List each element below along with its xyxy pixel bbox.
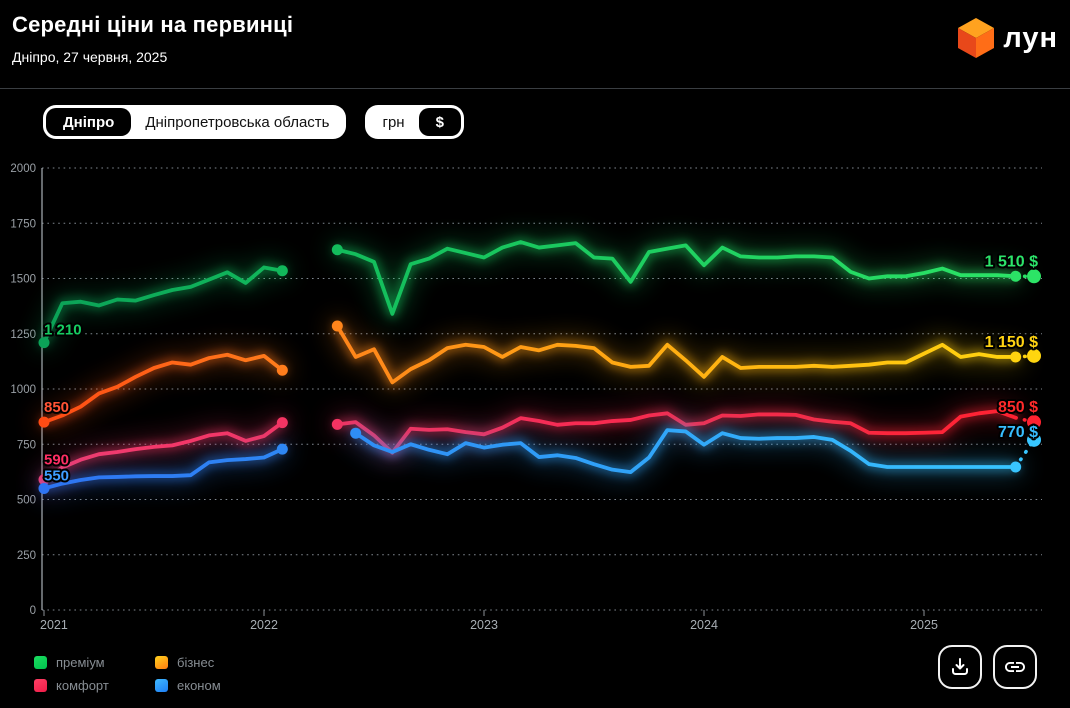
download-button[interactable] xyxy=(938,645,982,689)
svg-text:1 210: 1 210 xyxy=(44,322,82,339)
comfort-swatch-icon xyxy=(34,679,47,692)
svg-text:2023: 2023 xyxy=(470,618,498,632)
location-option-city[interactable]: Дніпро xyxy=(46,108,132,136)
svg-text:1 150 $: 1 150 $ xyxy=(985,334,1038,351)
svg-text:850 $: 850 $ xyxy=(998,399,1038,416)
econom-swatch-icon xyxy=(155,679,168,692)
svg-text:590: 590 xyxy=(44,452,69,469)
svg-text:2024: 2024 xyxy=(690,618,718,632)
price-chart[interactable]: 0 250 500 750 1000 1250 1500 1750 2000 2021 2022 20… xyxy=(0,150,1070,645)
currency-option-usd[interactable]: $ xyxy=(418,108,461,136)
svg-text:770 $: 770 $ xyxy=(998,424,1038,441)
svg-text:250: 250 xyxy=(17,550,36,562)
series-бізнес xyxy=(36,318,1041,430)
svg-text:1 510 $: 1 510 $ xyxy=(985,253,1038,270)
copy-link-button[interactable] xyxy=(993,645,1037,689)
header-divider xyxy=(0,88,1070,89)
svg-text:750: 750 xyxy=(17,439,36,451)
legend-item-econom: економ xyxy=(155,674,221,697)
business-swatch-icon xyxy=(155,656,168,669)
premium-swatch-icon xyxy=(34,656,47,669)
controls-row: Дніпро Дніпропетровська область грн $ xyxy=(43,105,464,139)
svg-text:2000: 2000 xyxy=(10,163,36,175)
svg-text:1250: 1250 xyxy=(10,329,36,341)
svg-text:1500: 1500 xyxy=(10,274,36,286)
lun-cube-icon xyxy=(958,18,995,58)
link-icon xyxy=(1005,662,1025,672)
legend-item-premium: преміум xyxy=(34,651,155,674)
legend-label-comfort: комфорт xyxy=(56,678,109,693)
value-labels: 1 210 1 510 $ 850 1 150 $ 590 850 $ 550 770 $ xyxy=(42,251,1040,486)
download-icon xyxy=(952,658,968,675)
series-економ xyxy=(36,422,1041,496)
legend-label-premium: преміум xyxy=(56,655,105,670)
svg-text:500: 500 xyxy=(17,495,36,507)
svg-text:1000: 1000 xyxy=(10,384,36,396)
legend-label-business: бізнес xyxy=(177,655,215,670)
chart-legend: преміум бізнес комфорт економ xyxy=(34,651,221,697)
page-subtitle: Дніпро, 27 червня, 2025 xyxy=(12,49,168,65)
svg-text:2025: 2025 xyxy=(910,618,938,632)
currency-toggle: грн $ xyxy=(365,105,464,139)
svg-text:2021: 2021 xyxy=(40,618,68,632)
chart-actions xyxy=(938,645,1037,689)
svg-text:550: 550 xyxy=(44,467,69,484)
legend-item-business: бізнес xyxy=(155,651,221,674)
svg-text:0: 0 xyxy=(30,605,36,617)
legend-label-econom: економ xyxy=(177,678,221,693)
page-title: Середні ціни на первинці xyxy=(12,12,294,37)
grid: 0 250 500 750 1000 1250 1500 1750 2000 2021 2022 20… xyxy=(10,163,1042,632)
lun-logo-text: лун xyxy=(1003,21,1058,54)
svg-text:850: 850 xyxy=(44,399,69,416)
lun-logo: лун xyxy=(957,17,1058,59)
location-option-oblast[interactable]: Дніпропетровська область xyxy=(131,108,343,136)
currency-option-uah[interactable]: грн xyxy=(368,108,418,136)
location-toggle: Дніпро Дніпропетровська область xyxy=(43,105,347,139)
svg-text:1750: 1750 xyxy=(10,218,36,230)
series-преміум xyxy=(36,234,1041,351)
series-комфорт xyxy=(36,403,1041,488)
legend-item-comfort: комфорт xyxy=(34,674,155,697)
svg-text:2022: 2022 xyxy=(250,618,278,632)
